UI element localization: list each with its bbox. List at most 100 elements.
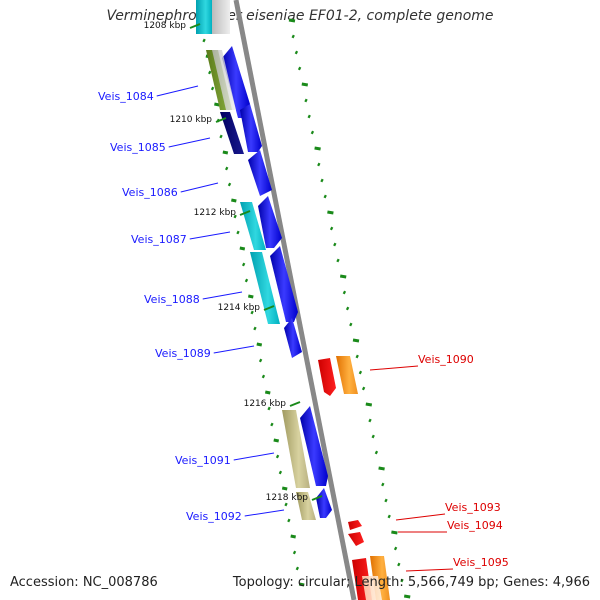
kbp-ticks: 1208 kbp 1210 kbp 1212 kbp 1214 kbp 1216 kbp… xyxy=(144,21,323,503)
gc-dot xyxy=(342,290,347,295)
gene-block-navy xyxy=(220,112,244,154)
gc-dot xyxy=(273,438,280,443)
gc-dot xyxy=(256,342,263,347)
gc-dot xyxy=(227,182,232,187)
gene-block-peach xyxy=(362,576,382,600)
gc-dot xyxy=(275,454,280,459)
gc-dot xyxy=(219,134,223,139)
gene-arrow xyxy=(240,104,262,152)
gc-dot xyxy=(298,582,305,587)
leader-line xyxy=(405,568,454,572)
gene-label: Veis_1087 xyxy=(131,233,187,246)
leader-line xyxy=(168,137,211,148)
gc-dot xyxy=(391,530,398,535)
gc-dot xyxy=(345,306,350,311)
gene-label: Veis_1089 xyxy=(155,347,211,360)
tick-label: 1214 kbp xyxy=(218,303,261,313)
gc-dot xyxy=(400,578,404,583)
forward-gene-arrows xyxy=(196,0,332,520)
gc-dot xyxy=(374,450,379,455)
gc-dot xyxy=(355,354,359,359)
gc-dot xyxy=(314,146,321,151)
gc-dot xyxy=(288,18,296,23)
gene-arrow-reverse xyxy=(348,520,362,530)
gc-dot xyxy=(244,278,249,283)
gene-block-khaki xyxy=(296,492,316,520)
leader-line xyxy=(180,182,219,193)
gc-dot xyxy=(378,466,385,471)
gc-dot xyxy=(258,358,263,363)
leader-line xyxy=(395,513,446,521)
gc-dot xyxy=(267,406,271,411)
gc-dot xyxy=(320,178,324,183)
gene-arrow xyxy=(284,318,302,358)
gene-label: Veis_1095 xyxy=(453,556,509,569)
topology-text: Topology: circular; Length: 5,566,749 bp… xyxy=(232,575,590,590)
tick-label: 1216 kbp xyxy=(244,399,287,409)
tick-mark xyxy=(189,23,201,29)
gc-dot xyxy=(295,566,300,571)
gc-dot xyxy=(403,594,411,599)
gc-dot xyxy=(236,230,240,235)
reverse-gene-labels: Veis_1090 Veis_1093 Veis_1094 Veis_1095 xyxy=(369,353,509,572)
gc-dot xyxy=(290,534,296,539)
tick-mark xyxy=(215,117,227,123)
gc-dot xyxy=(225,166,229,171)
gc-dot xyxy=(304,98,308,103)
leader-line xyxy=(156,85,199,97)
gene-arrow-reverse xyxy=(318,358,336,396)
gene-bar xyxy=(212,0,230,34)
gc-dot xyxy=(250,310,254,315)
gene-arrow xyxy=(258,196,282,248)
leader-line xyxy=(202,291,243,300)
gc-dot xyxy=(361,386,366,391)
gc-dot xyxy=(358,370,363,375)
gc-dot xyxy=(323,194,327,199)
gc-dot xyxy=(261,374,266,379)
gc-dot xyxy=(327,210,334,215)
tick-label: 1212 kbp xyxy=(194,208,237,218)
gc-dot xyxy=(208,70,212,75)
gc-dot xyxy=(349,322,353,327)
forward-gene-labels: Veis_1084 Veis_1085 Veis_1086 Veis_1087 Veis… xyxy=(98,85,285,523)
gene-label: Veis_1084 xyxy=(98,90,154,103)
accession-text: Accession: NC_008786 xyxy=(10,575,158,590)
gc-dot xyxy=(222,150,229,155)
gc-dot xyxy=(291,34,295,39)
gc-dot xyxy=(365,402,373,407)
gc-dot xyxy=(210,86,215,91)
backbone-line xyxy=(233,0,357,600)
gene-arrow xyxy=(316,488,332,518)
gene-block-cyan xyxy=(240,202,266,250)
tick-label: 1210 kbp xyxy=(170,115,213,125)
gene-arrow xyxy=(270,246,298,322)
tick-mark xyxy=(311,495,323,501)
gc-dot xyxy=(278,470,283,475)
gene-label: Veis_1088 xyxy=(144,293,200,306)
tick-mark xyxy=(239,210,251,216)
gc-dot xyxy=(307,114,311,119)
gc-dot xyxy=(239,246,246,251)
gc-dot xyxy=(329,226,334,231)
tick-label: 1208 kbp xyxy=(144,21,187,31)
gene-block-khaki xyxy=(282,410,310,488)
gc-dot xyxy=(281,486,288,491)
gene-block-gray xyxy=(212,50,236,110)
gc-dot xyxy=(371,434,375,439)
gc-dot xyxy=(297,66,302,71)
gc-dot xyxy=(384,498,388,503)
gc-dot xyxy=(301,82,309,87)
gene-arrow xyxy=(222,46,250,118)
tick-mark xyxy=(289,401,301,407)
gc-dot xyxy=(292,550,297,555)
gene-block-orange xyxy=(336,356,358,394)
gene-arrow xyxy=(248,150,272,196)
gc-dot xyxy=(333,242,337,247)
gc-dot xyxy=(241,262,246,267)
gc-dot xyxy=(287,518,291,523)
reverse-gene-arrows xyxy=(318,356,390,600)
gc-dot xyxy=(253,326,257,331)
gene-label: Veis_1091 xyxy=(175,454,231,467)
gene-label: Veis_1092 xyxy=(186,510,242,523)
